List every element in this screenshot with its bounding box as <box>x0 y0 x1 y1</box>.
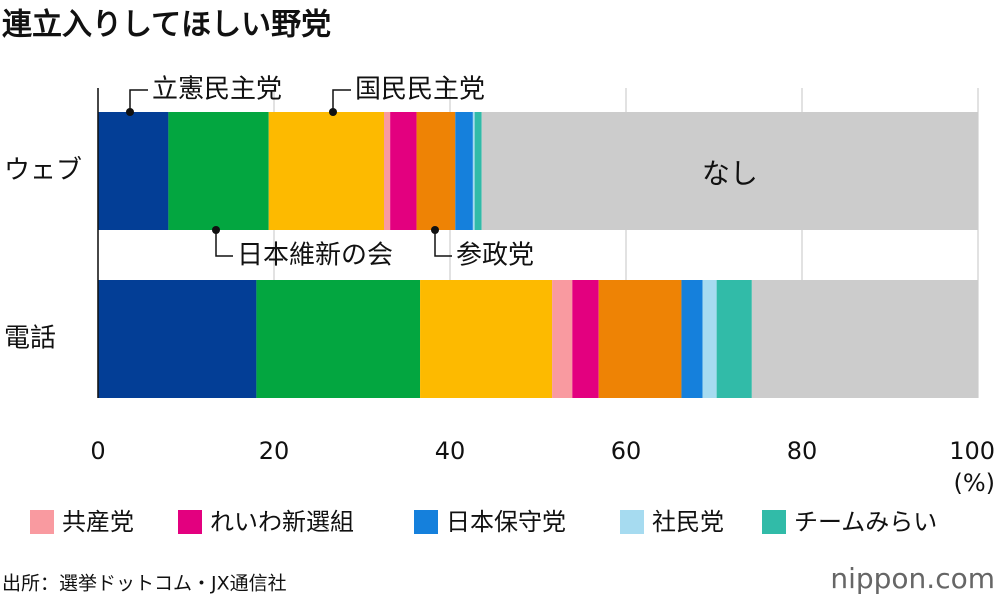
x-tick-label: 100 <box>949 437 995 465</box>
bar-segment <box>256 280 421 398</box>
y-tick-label: 電話 <box>4 324 56 354</box>
legend-label: 社民党 <box>652 508 724 536</box>
bar-segment <box>472 112 475 230</box>
x-tick-label: 80 <box>787 437 818 465</box>
x-unit: (%) <box>953 469 995 497</box>
bar-segment <box>702 280 717 398</box>
callout-line <box>434 230 452 257</box>
inside-label: なし <box>702 157 758 190</box>
bar-segment <box>681 280 703 398</box>
legend-swatch <box>620 510 644 534</box>
bar-segment <box>598 280 682 398</box>
bar-segment <box>572 280 599 398</box>
logo: nippon.com <box>830 562 995 595</box>
callout-line <box>215 230 233 257</box>
bar-segment <box>552 280 573 398</box>
bar-segment <box>481 112 978 230</box>
bar-segment <box>168 112 269 230</box>
callout-label: 立憲民主党 <box>152 75 282 105</box>
x-tick-label: 0 <box>90 437 105 465</box>
legend-label: 共産党 <box>62 508 134 536</box>
legend-swatch <box>30 510 54 534</box>
legend-label: れいわ新選組 <box>210 508 354 536</box>
bar-segment <box>455 112 473 230</box>
bar-segment <box>716 280 752 398</box>
legend-swatch <box>414 510 438 534</box>
callout-label: 参政党 <box>456 241 534 271</box>
callout-line <box>129 89 148 112</box>
x-tick-label: 20 <box>259 437 290 465</box>
chart-title: 連立入りしてほしい野党 <box>2 8 331 43</box>
bar-segment <box>416 112 456 230</box>
callout-label: 国民民主党 <box>355 75 485 105</box>
legend-label: チームみらい <box>794 508 937 536</box>
callout-label: 日本維新の会 <box>237 241 393 271</box>
bar-segment <box>384 112 391 230</box>
bar-segment <box>268 112 384 230</box>
y-tick-label: ウェブ <box>4 156 82 186</box>
x-tick-label: 60 <box>611 437 642 465</box>
legend-swatch <box>178 510 202 534</box>
x-tick-label: 40 <box>435 437 466 465</box>
legend-label: 日本保守党 <box>446 508 566 536</box>
bar-segment <box>420 280 553 398</box>
callout-line <box>332 89 351 112</box>
source: 出所：選挙ドットコム・JX通信社 <box>2 573 287 595</box>
legend-swatch <box>762 510 786 534</box>
bar-segment <box>390 112 417 230</box>
bar-segment <box>474 112 482 230</box>
bar-segment <box>751 280 978 398</box>
bar-segment <box>98 112 169 230</box>
bar-segment <box>98 280 257 398</box>
